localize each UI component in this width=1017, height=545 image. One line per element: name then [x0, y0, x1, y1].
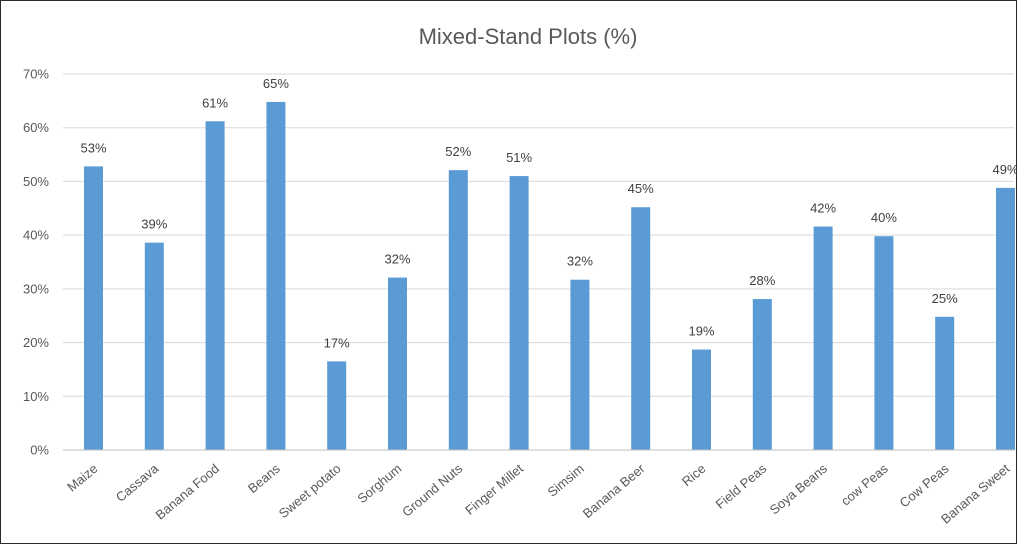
category-label: Banana Beer: [580, 460, 648, 521]
y-tick-label: 0%: [30, 443, 49, 458]
y-tick-label: 10%: [23, 389, 49, 404]
y-tick-label: 70%: [23, 67, 49, 82]
bar: [144, 242, 164, 450]
category-label: Beans: [245, 460, 283, 496]
data-label: 53%: [80, 140, 106, 155]
bar: [509, 176, 529, 451]
category-label: Cow Peas: [897, 460, 952, 510]
data-labels: 53% 39% 61% 65% 17% 32% 52% 51% 32% 45% 19% 28% 42% 4…: [80, 76, 1017, 350]
data-label: 52%: [445, 144, 471, 159]
category-label: Field Peas: [713, 460, 770, 511]
bar: [327, 361, 347, 450]
data-label: 61%: [202, 95, 228, 110]
data-label: 19%: [688, 324, 714, 339]
category-label: Simsim: [545, 461, 587, 500]
data-label: 28%: [749, 273, 775, 288]
y-tick-label: 30%: [23, 281, 49, 296]
bar: [266, 101, 286, 450]
category-label: Soya Beans: [767, 460, 831, 517]
bar: [448, 170, 468, 451]
category-label: Finger Millet: [462, 461, 526, 518]
bar: [935, 316, 955, 450]
bar: [205, 121, 225, 451]
bar: [388, 277, 407, 450]
data-label: 65%: [263, 76, 289, 91]
data-label: 32%: [384, 252, 410, 267]
y-tick-label: 40%: [23, 228, 49, 243]
data-label: 40%: [871, 210, 897, 225]
data-label: 17%: [324, 335, 350, 350]
data-label: 49%: [992, 162, 1017, 177]
category-label: Banana Food: [153, 461, 222, 523]
bar: [813, 226, 833, 450]
bar: [874, 236, 894, 450]
chart-title: Mixed-Stand Plots (%): [419, 24, 638, 49]
data-label: 42%: [810, 201, 836, 216]
y-tick-label: 50%: [23, 174, 49, 189]
bar: [692, 349, 711, 450]
category-label: Sweet potato: [276, 461, 344, 521]
y-axis-tick-labels: 0% 10% 20% 30% 40% 50% 60% 70%: [23, 67, 49, 458]
category-label: Sorghum: [354, 461, 404, 506]
bar: [752, 299, 772, 450]
bars: [84, 101, 1015, 451]
bar: [84, 166, 103, 451]
category-label: Ground Nuts: [399, 460, 465, 519]
bar: [570, 279, 590, 450]
data-label: 45%: [628, 181, 654, 196]
data-label: 39%: [141, 217, 167, 232]
category-label: cow Peas: [838, 460, 891, 508]
y-tick-label: 20%: [23, 335, 49, 350]
data-label: 25%: [932, 291, 958, 306]
category-label: Rice: [679, 461, 709, 489]
data-label: 51%: [506, 150, 532, 165]
y-tick-label: 60%: [23, 120, 49, 135]
bar: [996, 187, 1015, 451]
data-label: 32%: [567, 254, 593, 269]
bar: [631, 207, 651, 450]
category-label: Cassava: [113, 460, 162, 504]
category-label: Maize: [64, 461, 100, 495]
